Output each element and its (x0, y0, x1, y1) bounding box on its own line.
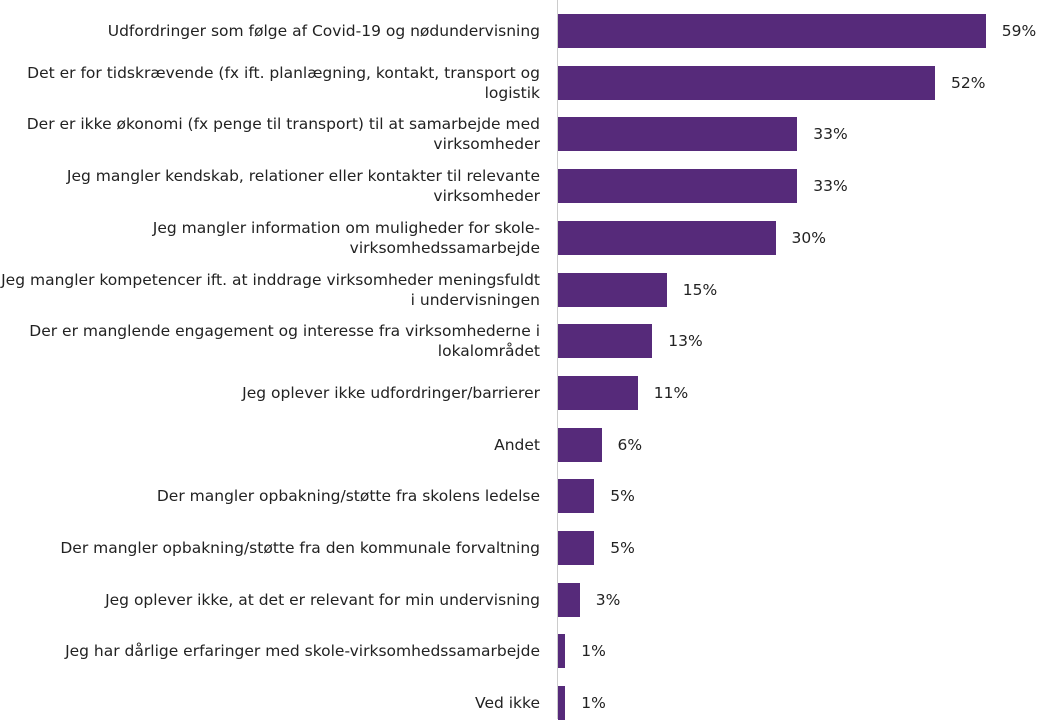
data-label: 33% (813, 177, 848, 196)
axis-line (557, 0, 558, 719)
data-label: 15% (682, 280, 718, 299)
bar (558, 272, 667, 307)
data-label: 1% (581, 642, 606, 661)
data-label: 11% (653, 383, 689, 402)
bar (558, 14, 986, 48)
bar (558, 427, 602, 462)
data-label: 1% (581, 694, 606, 713)
bar (558, 324, 653, 359)
category-label: Der mangler opbakning/støtte fra skolens… (156, 487, 540, 506)
category-label: Jeg oplever ikke, at det er relevant for… (105, 590, 540, 609)
bar (558, 117, 798, 152)
bar (558, 582, 580, 617)
category-label: Jeg har dårlige erfaringer med skole-vir… (65, 642, 540, 661)
data-label: 52% (951, 73, 986, 92)
bar (558, 479, 595, 514)
data-label: 3% (595, 590, 621, 609)
bar (558, 686, 566, 720)
data-label: 6% (617, 435, 643, 454)
bar (558, 375, 638, 410)
bar (558, 220, 776, 255)
category-label: Udfordringer som følge af Covid-19 og nø… (107, 22, 540, 40)
category-label: Jeg mangler kendskab, relationer eller k… (66, 167, 540, 206)
category-label: Der mangler opbakning/støtte fra den kom… (60, 539, 540, 557)
category-label: Jeg oplever ikke udfordringer/barrierer (242, 383, 540, 402)
bar (558, 634, 566, 669)
data-label: 30% (791, 228, 826, 247)
category-label: Der er ikke økonomi (fx penge til transp… (26, 115, 540, 154)
data-label: 33% (813, 125, 848, 144)
category-label: Der er manglende engagement og interesse… (29, 322, 540, 361)
data-label: 13% (668, 332, 703, 351)
data-label: 5% (610, 487, 635, 506)
category-label: Jeg mangler information om muligheder fo… (152, 218, 540, 257)
category-label: Ved ikke (475, 694, 540, 713)
category-label: Jeg mangler kompetencer ift. at inddrage… (1, 270, 540, 309)
data-label: 5% (610, 539, 635, 557)
bar (558, 531, 595, 565)
category-label: Andet (494, 435, 540, 454)
bar (558, 65, 935, 100)
data-label: 59% (1001, 22, 1037, 40)
category-label: Det er for tidskrævende (fx ift. planlæg… (27, 63, 540, 102)
bar (558, 169, 798, 204)
